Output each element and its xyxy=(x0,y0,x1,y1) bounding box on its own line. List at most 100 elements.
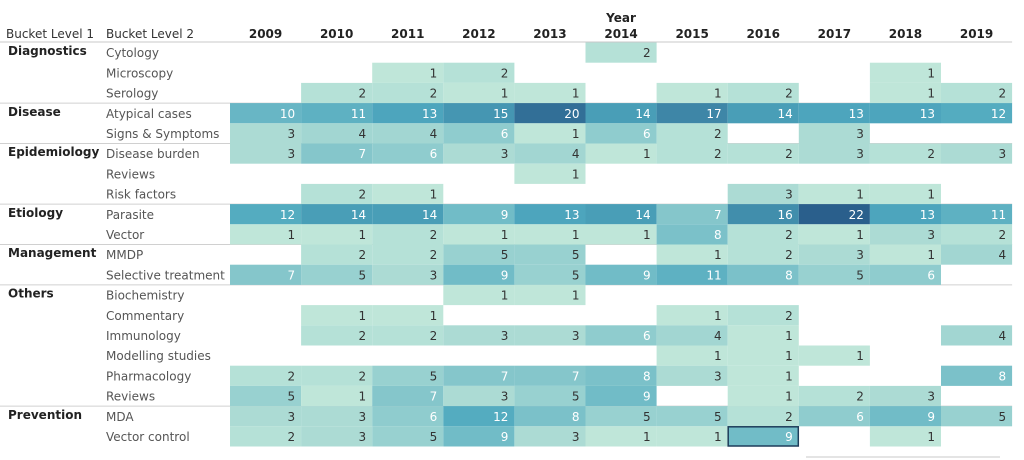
heatmap-cell xyxy=(727,204,799,225)
heatmap-cell xyxy=(869,224,941,245)
cell-value: 12 xyxy=(280,208,295,222)
heatmap-cell xyxy=(443,224,515,245)
bucket-level-2-label: Risk factors xyxy=(106,188,176,202)
cell-value: 2 xyxy=(287,430,295,444)
heatmap-cell xyxy=(443,264,515,285)
heatmap-cell xyxy=(372,204,444,225)
heatmap-cell xyxy=(798,183,870,205)
bucket-level-2-label: Reviews xyxy=(106,390,155,404)
cell-value: 1 xyxy=(927,87,935,101)
cell-value: 5 xyxy=(430,369,438,383)
cell-value: 2 xyxy=(785,309,793,323)
heatmap-cell xyxy=(727,244,799,265)
heatmap-cell xyxy=(869,204,941,225)
bucket-level-2-label: Disease burden xyxy=(106,147,200,161)
bucket-level-1-label: Prevention xyxy=(8,408,82,422)
heatmap-cell xyxy=(514,264,586,285)
cell-value: 1 xyxy=(714,349,722,363)
heatmap-cell xyxy=(230,224,302,245)
heatmap-cell xyxy=(798,244,870,265)
cell-value: 13 xyxy=(920,208,935,222)
bucket-level-2-label: Atypical cases xyxy=(106,107,192,121)
cell-value: 1 xyxy=(856,349,864,363)
heatmap-cell xyxy=(727,345,799,366)
cell-value: 6 xyxy=(643,127,651,141)
heatmap-cell xyxy=(656,406,728,427)
heatmap-cell xyxy=(514,244,586,265)
cell-value: 4 xyxy=(359,127,367,141)
heatmap-cell xyxy=(727,305,799,326)
heatmap-cell xyxy=(372,123,444,144)
heatmap-cell xyxy=(656,264,728,285)
bucket-level-2-label: Parasite xyxy=(106,208,154,222)
heatmap-cell xyxy=(585,123,657,144)
heatmap-cell xyxy=(656,123,728,144)
heatmap-cell xyxy=(514,123,586,144)
heatmap-cell xyxy=(372,365,444,386)
heatmap-cell xyxy=(656,224,728,245)
cell-value: 12 xyxy=(991,107,1006,121)
cell-value: 1 xyxy=(714,309,722,323)
heatmap-cell xyxy=(372,325,444,346)
cell-value: 5 xyxy=(856,268,864,282)
cell-value: 7 xyxy=(287,268,295,282)
cell-value: 2 xyxy=(359,87,367,101)
heatmap-cell xyxy=(301,406,373,427)
cell-value: 3 xyxy=(998,147,1006,161)
cell-value: 13 xyxy=(564,208,579,222)
cell-value: 9 xyxy=(501,208,509,222)
cell-value: 6 xyxy=(643,329,651,343)
cell-value: 2 xyxy=(714,127,722,141)
heatmap-cell xyxy=(443,365,515,386)
heatmap-cell xyxy=(656,103,728,124)
cell-value: 1 xyxy=(856,188,864,202)
cell-value: 1 xyxy=(430,66,438,80)
heatmap-cell xyxy=(585,325,657,346)
cell-value: 3 xyxy=(856,248,864,262)
cell-value: 3 xyxy=(501,147,509,161)
heatmap-cell xyxy=(301,305,373,326)
cell-value: 2 xyxy=(856,390,864,404)
heatmap-cell xyxy=(656,426,728,447)
cell-value: 1 xyxy=(785,390,793,404)
heatmap-cell xyxy=(869,183,941,205)
bucket-level-1-label: Others xyxy=(8,287,54,301)
heatmap-cell xyxy=(656,325,728,346)
heatmap-cell xyxy=(230,264,302,285)
cell-value: 14 xyxy=(351,208,366,222)
cell-value: 2 xyxy=(430,228,438,242)
cell-value: 1 xyxy=(572,127,580,141)
heatmap-cell xyxy=(869,103,941,124)
cell-value: 1 xyxy=(927,66,935,80)
cell-value: 3 xyxy=(572,329,580,343)
cell-value: 13 xyxy=(849,107,864,121)
heatmap-cell xyxy=(727,325,799,346)
heatmap-cell xyxy=(585,143,657,164)
heatmap-cell xyxy=(301,365,373,386)
cell-value: 1 xyxy=(927,188,935,202)
heatmap-cell xyxy=(372,406,444,427)
heatmap-cell xyxy=(514,224,586,245)
cell-value: 11 xyxy=(991,208,1006,222)
heatmap-cell xyxy=(941,82,1013,104)
cell-value: 10 xyxy=(280,107,295,121)
bucket-level-2-label: Microscopy xyxy=(106,66,173,80)
cell-value: 2 xyxy=(714,147,722,161)
heatmap-cell xyxy=(372,224,444,245)
bucket-level-2-label: MDA xyxy=(106,410,134,424)
bucket-level-2-label: Biochemistry xyxy=(106,289,185,303)
cell-value: 22 xyxy=(849,208,864,222)
bucket-level-2-label: Signs & Symptoms xyxy=(106,127,219,141)
bucket-level-1-label: Etiology xyxy=(8,206,63,220)
cell-value: 4 xyxy=(998,329,1006,343)
cell-value: 1 xyxy=(287,228,295,242)
heatmap-cell xyxy=(301,204,373,225)
cell-value: 1 xyxy=(430,188,438,202)
cell-value: 3 xyxy=(714,369,722,383)
heatmap-cell xyxy=(372,103,444,124)
cell-value: 11 xyxy=(351,107,366,121)
heatmap-cell xyxy=(585,426,657,447)
cell-value: 15 xyxy=(493,107,508,121)
cell-value: 12 xyxy=(493,410,508,424)
bucket-level-2-label: Immunology xyxy=(106,329,181,343)
